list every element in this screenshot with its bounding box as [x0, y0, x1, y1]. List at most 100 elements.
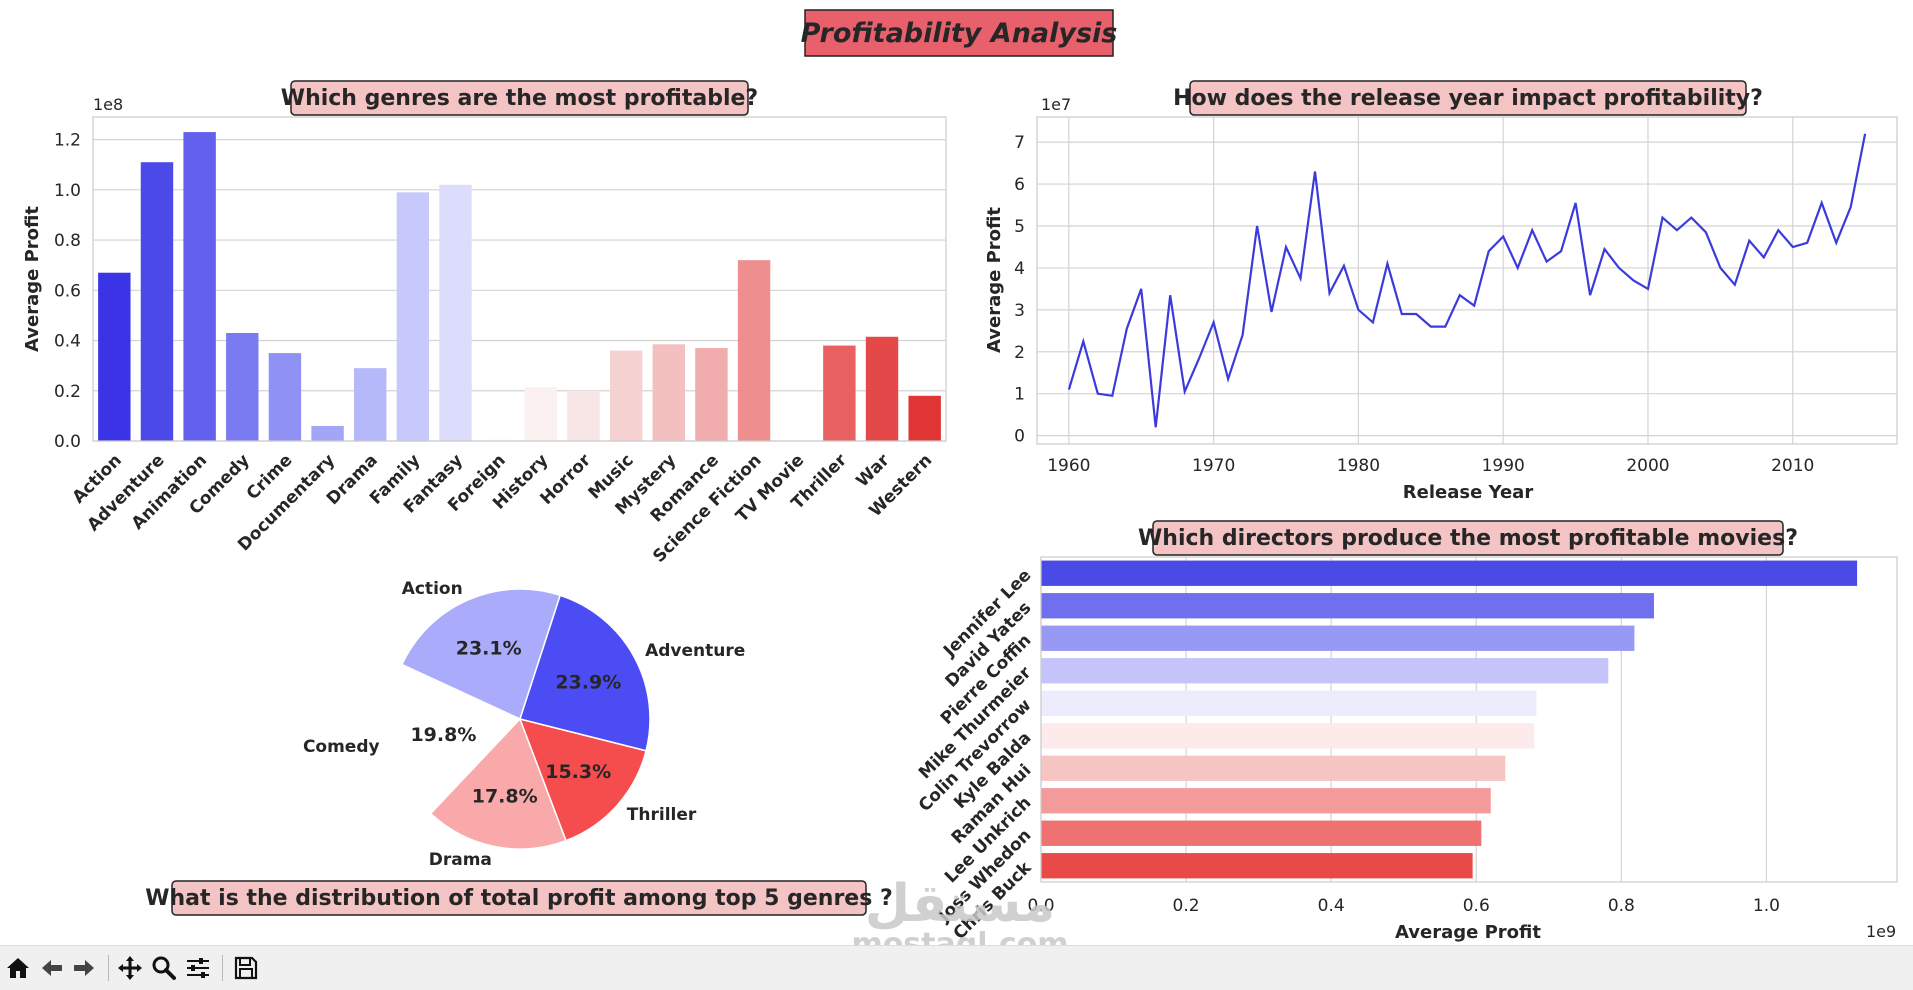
director-xtick-label: 1.0 — [1753, 896, 1780, 916]
pie-genre-label: Comedy — [303, 737, 380, 757]
pie-chart-title: What is the distribution of total profit… — [145, 880, 893, 916]
genre-bar — [226, 333, 259, 441]
navigation-toolbar — [0, 945, 1913, 990]
home-button[interactable] — [4, 954, 32, 982]
director-xtick-label: 0.4 — [1318, 896, 1345, 916]
year-chart-ylabel: Average Profit — [984, 207, 1005, 353]
configure-icon — [187, 958, 209, 978]
year-chart-title: How does the release year impact profita… — [1173, 80, 1763, 116]
pie-genre-label: Drama — [429, 850, 492, 870]
year-chart-gridlines — [1037, 117, 1897, 444]
year-xtick-label: 1980 — [1337, 456, 1380, 476]
home-icon — [7, 958, 29, 978]
year-ytick-label: 0 — [1014, 427, 1025, 447]
forward-button[interactable] — [70, 954, 98, 982]
toolbar-separator — [108, 955, 109, 981]
pie-labels: 23.1% Action 19.8% Comedy 17.8% Drama 15.3% Thr… — [303, 579, 745, 870]
genre-bar — [865, 336, 899, 441]
year-ytick-label: 7 — [1014, 133, 1025, 153]
back-button[interactable] — [38, 954, 66, 982]
pie-genre-label: Thriller — [627, 805, 697, 825]
pie-percent-label: 17.8% — [472, 786, 538, 808]
genre-chart-x-ticks: ActionAdventureAnimationComedyCrimeDocum… — [69, 450, 937, 567]
director-chart-title: Which directors produce the most profita… — [1138, 520, 1798, 556]
genre-bar — [524, 387, 558, 441]
forward-icon — [74, 960, 94, 976]
genre-bar — [140, 162, 174, 442]
director-bar — [1041, 625, 1635, 651]
year-chart-title-text: How does the release year impact profita… — [1173, 86, 1763, 111]
director-xtick-label: 0.0 — [1027, 896, 1054, 916]
director-bar — [1041, 853, 1473, 879]
year-ytick-label: 5 — [1014, 217, 1025, 237]
year-ytick-label: 1 — [1014, 385, 1025, 405]
director-chart-frame — [1040, 556, 1898, 883]
year-xtick-label: 1960 — [1047, 456, 1090, 476]
pie-percent-label: 23.9% — [555, 671, 621, 693]
pie-slice — [389, 663, 522, 815]
suptitle-text: Profitability Analysis — [801, 18, 1118, 49]
year-ytick-label: 6 — [1014, 175, 1025, 195]
zoom-icon — [152, 956, 176, 980]
pie-percent-label: 15.3% — [545, 761, 611, 783]
director-xtick-label: 0.6 — [1463, 896, 1490, 916]
genre-profit-bar-chart: 0.0 0.2 0.4 0.6 0.8 1.0 1.2 ActionAdventureAni… — [22, 80, 947, 567]
director-bar — [1041, 593, 1654, 619]
year-ytick-label: 3 — [1014, 301, 1025, 321]
genre-bar — [439, 184, 472, 441]
year-chart-xlabel: Release Year — [1403, 482, 1534, 503]
genre-chart-frame — [92, 116, 947, 442]
pie-genre-label: Adventure — [645, 641, 745, 661]
year-ytick-label: 2 — [1014, 343, 1025, 363]
pie-percent-label: 23.1% — [456, 638, 522, 660]
zoom-button[interactable] — [150, 954, 178, 982]
genre-chart-ylabel: Average Profit — [22, 206, 43, 352]
pie-percent-label: 19.8% — [410, 724, 476, 746]
genre-bar — [396, 192, 430, 441]
year-chart-frame — [1036, 116, 1898, 445]
director-bar — [1041, 658, 1609, 684]
pie-slice — [400, 588, 562, 721]
genre-bar — [823, 345, 856, 441]
save-button[interactable] — [232, 954, 260, 982]
pie-slice — [518, 717, 647, 842]
genre-bar — [268, 353, 302, 441]
genre-bar — [311, 425, 344, 441]
year-xtick-label: 2010 — [1771, 456, 1814, 476]
year-xtick-label: 1990 — [1482, 456, 1525, 476]
director-bar — [1041, 755, 1506, 781]
genre-bar — [737, 260, 771, 441]
genre-bar — [652, 344, 685, 441]
genre-ytick-label: 0.2 — [54, 382, 81, 402]
genre-bar — [695, 348, 728, 441]
configure-subplots-button[interactable] — [184, 954, 212, 982]
genre-chart-offset-label: 1e8 — [93, 95, 123, 114]
director-chart-offset-label: 1e9 — [1866, 922, 1896, 941]
pan-button[interactable] — [116, 954, 144, 982]
year-xtick-label: 2000 — [1626, 456, 1669, 476]
genre-ytick-label: 0.8 — [54, 231, 81, 251]
pan-icon — [118, 956, 142, 980]
director-chart-title-text: Which directors produce the most profita… — [1138, 526, 1798, 551]
director-chart-xlabel: Average Profit — [1395, 922, 1541, 943]
genre-ytick-label: 1.2 — [54, 131, 81, 151]
genre-ytick-label: 0.0 — [54, 432, 81, 452]
genre-bar — [354, 368, 387, 441]
year-profit-line — [1067, 133, 1867, 428]
genre-chart-gridlines — [93, 139, 946, 442]
director-bar — [1041, 560, 1858, 586]
save-icon — [234, 956, 258, 980]
director-xtick-label: 0.8 — [1608, 896, 1635, 916]
year-chart-x-ticks: 1960 1970 1980 1990 2000 2010 — [1047, 456, 1814, 476]
genre-ytick-label: 1.0 — [54, 181, 81, 201]
director-xtick-label: 0.2 — [1173, 896, 1200, 916]
genre-bar — [908, 395, 941, 441]
genre-bar — [183, 132, 216, 441]
genre-bar — [98, 272, 131, 441]
year-xtick-label: 1970 — [1192, 456, 1235, 476]
genre-bar — [567, 390, 600, 441]
pie-slices — [389, 588, 651, 850]
genre-chart-y-ticks: 0.0 0.2 0.4 0.6 0.8 1.0 1.2 — [54, 131, 81, 452]
